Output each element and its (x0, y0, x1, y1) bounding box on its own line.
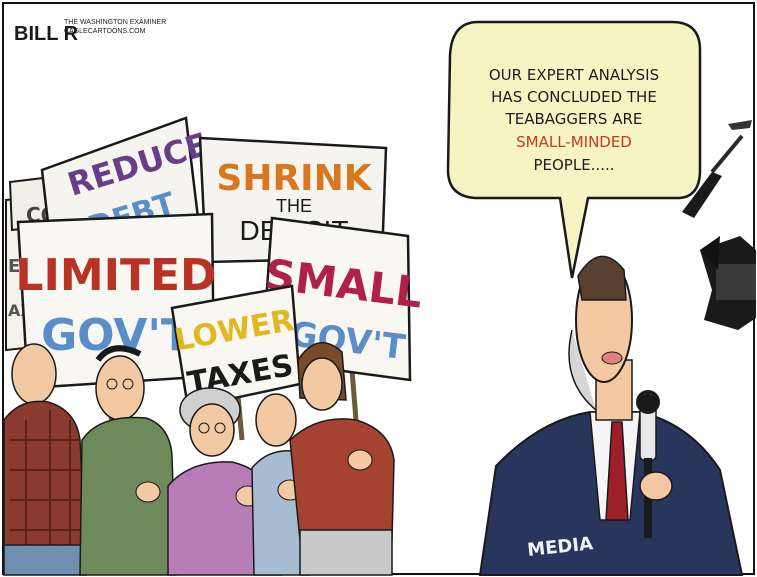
media-reporter: MEDIA (478, 255, 744, 576)
studio-light (700, 236, 756, 330)
speech-bubble: OUR EXPERT ANALYSIS HAS CONCLUDED THE TE… (446, 20, 702, 279)
bubble-line-4: SMALL-MINDED (516, 133, 632, 151)
bubble-line-5: PEOPLE..... (533, 156, 614, 174)
bubble-line-2: HAS CONCLUDED THE (491, 88, 657, 106)
sign-lower-taxes: LOWER TAXES (170, 284, 302, 441)
protester-green (79, 345, 177, 576)
bubble-line-1: OUR EXPERT ANALYSIS (489, 66, 659, 84)
protester-red-shirt (289, 342, 395, 576)
artist-signature: BILL R THE WASHINGTON EXAMINER CAGLECART… (14, 19, 166, 45)
sign-limited-title: LIMITED (15, 250, 216, 301)
signature-credit-1: THE WASHINGTON EXAMINER (64, 19, 166, 26)
protester-plaid (3, 343, 87, 576)
sign-limited-govt: LIMITED GOV'T (15, 212, 217, 421)
sign-shrink-the: THE (276, 196, 312, 216)
signature-name: BILL R (14, 23, 79, 45)
boom-microphone (682, 120, 752, 218)
bubble-line-3: TEABAGGERS ARE (505, 110, 643, 128)
sign-shrink-title: SHRINK (216, 158, 372, 199)
signature-credit-2: CAGLECARTOONS.COM (64, 28, 146, 35)
sign-limited-sub: GOV'T (41, 310, 191, 361)
